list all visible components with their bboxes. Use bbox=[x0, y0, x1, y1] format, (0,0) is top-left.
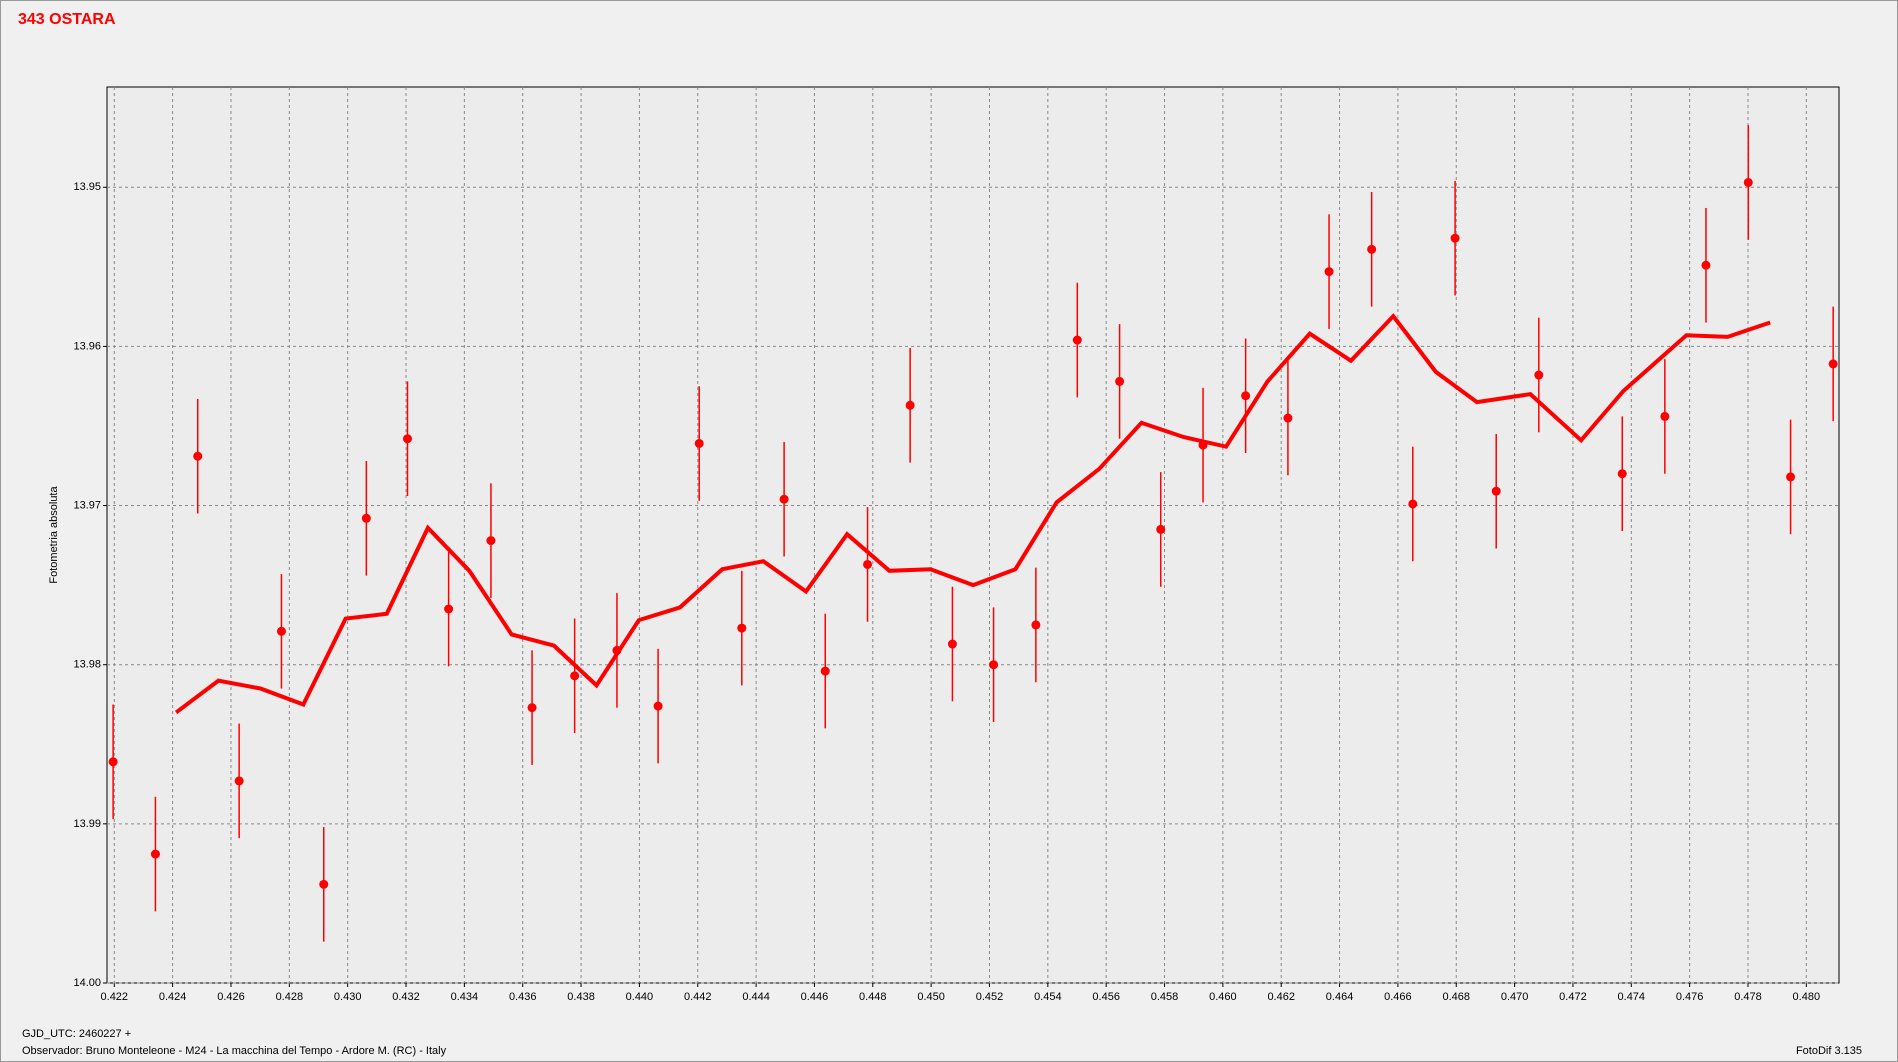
x-tick-label: 0.434 bbox=[451, 991, 479, 1003]
x-tick-label: 0.440 bbox=[626, 991, 654, 1003]
data-point bbox=[1367, 244, 1377, 254]
data-point bbox=[1408, 499, 1418, 509]
x-tick-label: 0.436 bbox=[509, 991, 537, 1003]
x-tick-label: 0.444 bbox=[742, 991, 770, 1003]
y-tick-label: 13.99 bbox=[73, 818, 101, 830]
data-point bbox=[1156, 524, 1166, 534]
data-point bbox=[863, 559, 873, 569]
trend-line bbox=[174, 313, 1771, 715]
y-tick-label: 13.97 bbox=[73, 499, 101, 511]
y-tick-label: 13.95 bbox=[73, 181, 101, 193]
x-tick-label: 0.476 bbox=[1676, 991, 1704, 1003]
data-point bbox=[1283, 413, 1293, 423]
data-point bbox=[276, 626, 286, 636]
x-tick-label: 0.430 bbox=[334, 991, 362, 1003]
x-tick-label: 0.452 bbox=[976, 991, 1004, 1003]
x-tick-label: 0.474 bbox=[1618, 991, 1646, 1003]
data-point bbox=[570, 671, 580, 681]
x-tick-label: 0.468 bbox=[1442, 991, 1470, 1003]
data-point bbox=[486, 536, 496, 546]
data-point bbox=[361, 513, 371, 523]
x-tick-label: 0.446 bbox=[801, 991, 829, 1003]
data-point bbox=[1450, 233, 1460, 243]
x-tick-label: 0.462 bbox=[1267, 991, 1295, 1003]
data-point bbox=[150, 849, 160, 859]
data-point bbox=[1072, 335, 1082, 345]
data-point bbox=[1324, 267, 1334, 277]
data-point bbox=[1491, 486, 1501, 496]
data-point bbox=[694, 438, 704, 448]
x-tick-label: 0.454 bbox=[1034, 991, 1062, 1003]
footer: Observador: Bruno Monteleone - M24 - La … bbox=[22, 1045, 447, 1057]
y-tick-label: 13.98 bbox=[73, 659, 101, 671]
data-point bbox=[905, 400, 915, 410]
data-point bbox=[1115, 376, 1125, 386]
x-tick-label: 0.478 bbox=[1734, 991, 1762, 1003]
x-tick-label: 0.466 bbox=[1384, 991, 1412, 1003]
x-tick-label: 0.432 bbox=[392, 991, 420, 1003]
data-point bbox=[108, 757, 118, 767]
x-tick-label: 0.470 bbox=[1501, 991, 1529, 1003]
data-point bbox=[1534, 370, 1544, 380]
x-tick-label: 0.458 bbox=[1151, 991, 1179, 1003]
data-point bbox=[1701, 260, 1711, 270]
data-point bbox=[989, 660, 999, 670]
data-point bbox=[234, 776, 244, 786]
data-point bbox=[653, 701, 663, 711]
data-point bbox=[1660, 411, 1670, 421]
data-point bbox=[527, 703, 537, 713]
x-tick-label: 0.422 bbox=[101, 991, 129, 1003]
y-tick-label: 13.96 bbox=[73, 340, 101, 352]
plot-area bbox=[106, 86, 1840, 984]
x-tick-label: 0.438 bbox=[567, 991, 595, 1003]
data-point bbox=[1031, 620, 1041, 630]
data-point bbox=[1743, 177, 1753, 187]
data-point bbox=[947, 639, 957, 649]
x-tick-label: 0.426 bbox=[217, 991, 245, 1003]
data-point bbox=[779, 494, 789, 504]
data-point bbox=[820, 666, 830, 676]
data-point bbox=[444, 604, 454, 614]
x-tick-label: 0.448 bbox=[859, 991, 887, 1003]
data-point bbox=[737, 623, 747, 633]
x-tick-label: 0.450 bbox=[917, 991, 945, 1003]
data-point bbox=[1786, 472, 1796, 482]
x-note: GJD_UTC: 2460227 + bbox=[22, 1028, 131, 1040]
data-point bbox=[1828, 359, 1838, 369]
chart-title: 343 OSTARA bbox=[18, 11, 116, 28]
software: FotoDif 3.135 bbox=[1796, 1045, 1862, 1057]
data-point bbox=[319, 879, 329, 889]
x-tick-label: 0.428 bbox=[276, 991, 304, 1003]
x-tick-label: 0.424 bbox=[159, 991, 187, 1003]
data-point bbox=[193, 451, 203, 461]
x-tick-label: 0.442 bbox=[684, 991, 712, 1003]
x-tick-label: 0.464 bbox=[1326, 991, 1354, 1003]
y-tick-label: 14.00 bbox=[73, 977, 101, 989]
x-tick-label: 0.472 bbox=[1559, 991, 1587, 1003]
y-axis-label: Fotometria absoluta bbox=[48, 486, 60, 584]
x-tick-label: 0.456 bbox=[1092, 991, 1120, 1003]
data-point bbox=[402, 434, 412, 444]
data-point bbox=[1241, 391, 1251, 401]
x-tick-label: 0.460 bbox=[1209, 991, 1237, 1003]
data-point bbox=[1617, 469, 1627, 479]
x-tick-label: 0.480 bbox=[1793, 991, 1821, 1003]
